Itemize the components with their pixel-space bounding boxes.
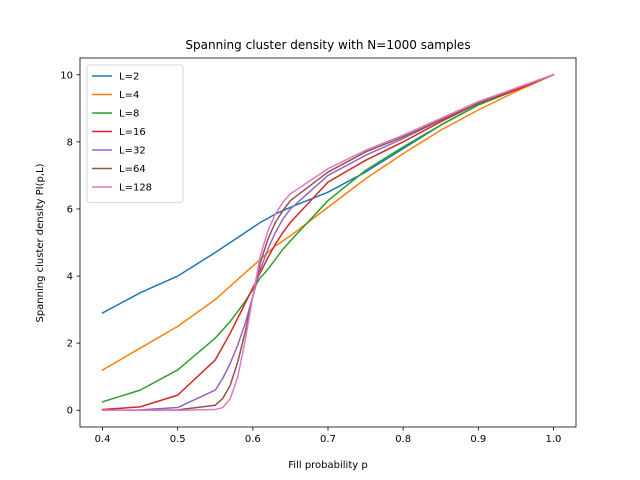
legend-label: L=16	[119, 127, 146, 138]
y-tick-label: 8	[67, 137, 73, 148]
legend-label: L=128	[119, 183, 152, 194]
series-line-l-8	[101, 73, 555, 403]
x-axis-title: Fill probability p	[288, 460, 367, 471]
series-line-l-16	[101, 73, 555, 411]
legend-label: L=8	[119, 109, 139, 120]
y-tick-label: 6	[67, 204, 73, 215]
legend: L=2 L=4 L=8 L=16 L=32 L=64 L=128	[86, 64, 184, 203]
legend-label: L=64	[119, 164, 146, 175]
x-tick-label: 0.9	[470, 434, 486, 445]
x-tick-label: 0.6	[245, 434, 261, 445]
series-line-l-4	[101, 73, 555, 371]
series-line-l-128	[101, 73, 555, 411]
chart-title: Spanning cluster density with N=1000 sam…	[185, 38, 470, 52]
y-axis-title: Spanning cluster density PI(p,L)	[35, 163, 46, 322]
x-tick-label: 1.0	[546, 434, 562, 445]
x-tick-label: 0.4	[95, 434, 111, 445]
legend-label: L=4	[119, 90, 139, 101]
y-tick-label: 0	[67, 406, 73, 417]
y-tick-label: 10	[60, 70, 73, 81]
legend-label: L=2	[119, 72, 139, 83]
y-tick-label: 4	[67, 272, 73, 283]
legend-label: L=32	[119, 146, 146, 157]
series-layer	[101, 73, 555, 411]
x-axis: 0.4 0.5 0.6 0.7 0.8 0.9 1.0	[95, 427, 562, 445]
y-tick-label: 2	[67, 339, 73, 350]
x-tick-label: 0.8	[395, 434, 411, 445]
x-tick-label: 0.5	[170, 434, 186, 445]
y-axis: 0 2 4 6 8 10	[60, 70, 80, 417]
series-line-l-64	[101, 73, 555, 411]
x-tick-label: 0.7	[320, 434, 336, 445]
